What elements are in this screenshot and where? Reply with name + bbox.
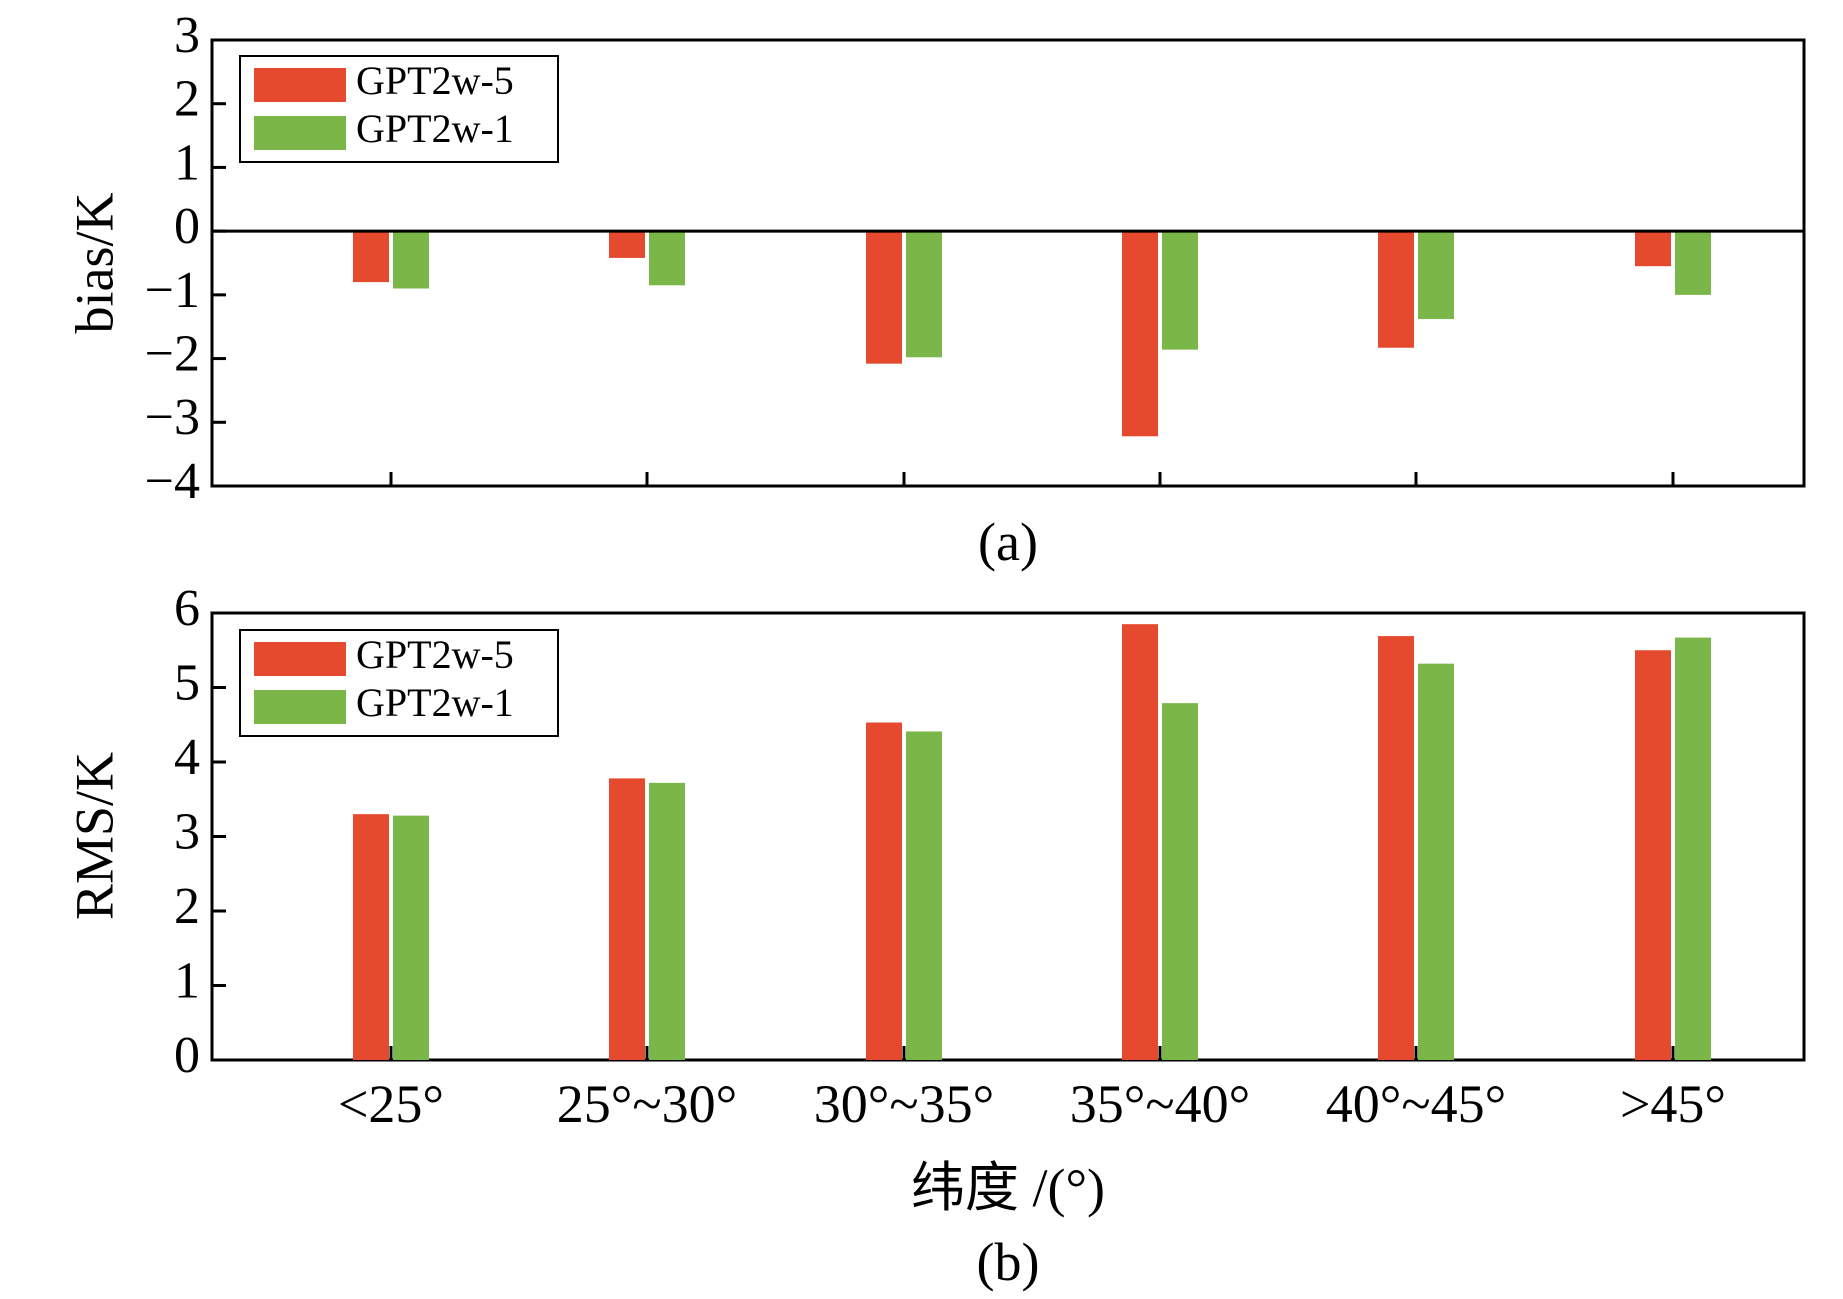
y-tick-label: 4 bbox=[174, 729, 200, 786]
y-axis-a: −4 −3 −2 −1 0 1 2 3 bbox=[145, 7, 1675, 510]
y-tick-label: −2 bbox=[145, 326, 200, 383]
bar-gpt2w-1-2 bbox=[906, 731, 942, 1060]
y-tick-label: 2 bbox=[174, 878, 200, 935]
x-tick-label: >45° bbox=[1620, 1074, 1726, 1134]
bar-gpt2w-5-5 bbox=[1635, 231, 1671, 267]
y-tick-label: 6 bbox=[174, 580, 200, 637]
bar-gpt2w-5-3 bbox=[1122, 624, 1158, 1060]
legend-swatch bbox=[254, 68, 346, 102]
bar-gpt2w-5-1 bbox=[609, 778, 645, 1060]
legend-label: GPT2w-5 bbox=[356, 632, 514, 677]
panel-caption-a: (a) bbox=[978, 512, 1038, 572]
y-axis-b: 0 1 2 3 4 5 6 bbox=[174, 580, 1675, 1084]
x-tick-label: 30°~35° bbox=[814, 1074, 994, 1134]
bar-gpt2w-5-0 bbox=[353, 231, 389, 283]
bar-gpt2w-5-4 bbox=[1378, 636, 1414, 1060]
legend-swatch bbox=[254, 642, 346, 676]
bar-gpt2w-1-3 bbox=[1162, 231, 1198, 350]
bar-gpt2w-1-5 bbox=[1675, 231, 1711, 295]
y-tick-label: −3 bbox=[145, 389, 200, 446]
x-axis-title: 纬度 /(°) bbox=[911, 1158, 1105, 1218]
legend-swatch bbox=[254, 690, 346, 724]
x-tick-label: 25°~30° bbox=[557, 1074, 737, 1134]
bar-gpt2w-5-2 bbox=[866, 722, 902, 1060]
legend-label: GPT2w-1 bbox=[356, 106, 514, 151]
legend-label: GPT2w-5 bbox=[356, 58, 514, 103]
plot-frame-a bbox=[210, 38, 1806, 488]
bar-gpt2w-1-4 bbox=[1418, 663, 1454, 1060]
bar-gpt2w-1-3 bbox=[1162, 703, 1198, 1060]
y-tick-label: 1 bbox=[174, 134, 200, 191]
y-tick-label: 0 bbox=[174, 1027, 200, 1084]
legend-swatch bbox=[254, 116, 346, 150]
y-tick-label: 5 bbox=[174, 654, 200, 711]
x-tick-label: 35°~40° bbox=[1070, 1074, 1250, 1134]
y-tick-label: 1 bbox=[174, 952, 200, 1009]
bar-gpt2w-1-1 bbox=[649, 231, 685, 286]
bar-gpt2w-1-1 bbox=[649, 782, 685, 1060]
y-axis-title-b: RMS/K bbox=[64, 752, 124, 920]
y-tick-label: 3 bbox=[174, 7, 200, 64]
x-tick-label: <25° bbox=[338, 1074, 444, 1134]
x-axis-b: <25° 25°~30° 30°~35° 35°~40° 40°~45° >45° bbox=[338, 1074, 1726, 1134]
bar-gpt2w-5-3 bbox=[1122, 231, 1158, 437]
bar-gpt2w-5-2 bbox=[866, 231, 902, 364]
bar-gpt2w-5-4 bbox=[1378, 231, 1414, 348]
bar-gpt2w-5-5 bbox=[1635, 650, 1671, 1060]
y-tick-label: 2 bbox=[174, 71, 200, 128]
bar-gpt2w-1-0 bbox=[393, 815, 429, 1060]
y-tick-label: 3 bbox=[174, 803, 200, 860]
y-tick-label: −1 bbox=[145, 262, 200, 319]
panel-b: 0 1 2 3 4 5 6 <25° 25°~30° 30°~35° 35°~40° 40°~45°… bbox=[64, 580, 1806, 1292]
legend-label: GPT2w-1 bbox=[356, 680, 514, 725]
bars-b bbox=[353, 624, 1711, 1060]
bar-gpt2w-1-2 bbox=[906, 231, 942, 358]
x-tick-label: 40°~45° bbox=[1326, 1074, 1506, 1134]
y-axis-title-a: bias/K bbox=[64, 193, 124, 334]
y-tick-label: 0 bbox=[174, 198, 200, 255]
bar-gpt2w-5-1 bbox=[609, 231, 645, 258]
bars-a bbox=[212, 229, 1804, 437]
bar-gpt2w-1-5 bbox=[1675, 637, 1711, 1060]
bar-gpt2w-1-0 bbox=[393, 231, 429, 289]
bar-gpt2w-1-4 bbox=[1418, 231, 1454, 320]
bar-gpt2w-5-0 bbox=[353, 814, 389, 1060]
panel-caption-b: (b) bbox=[977, 1232, 1040, 1292]
y-tick-label: −4 bbox=[145, 453, 200, 510]
